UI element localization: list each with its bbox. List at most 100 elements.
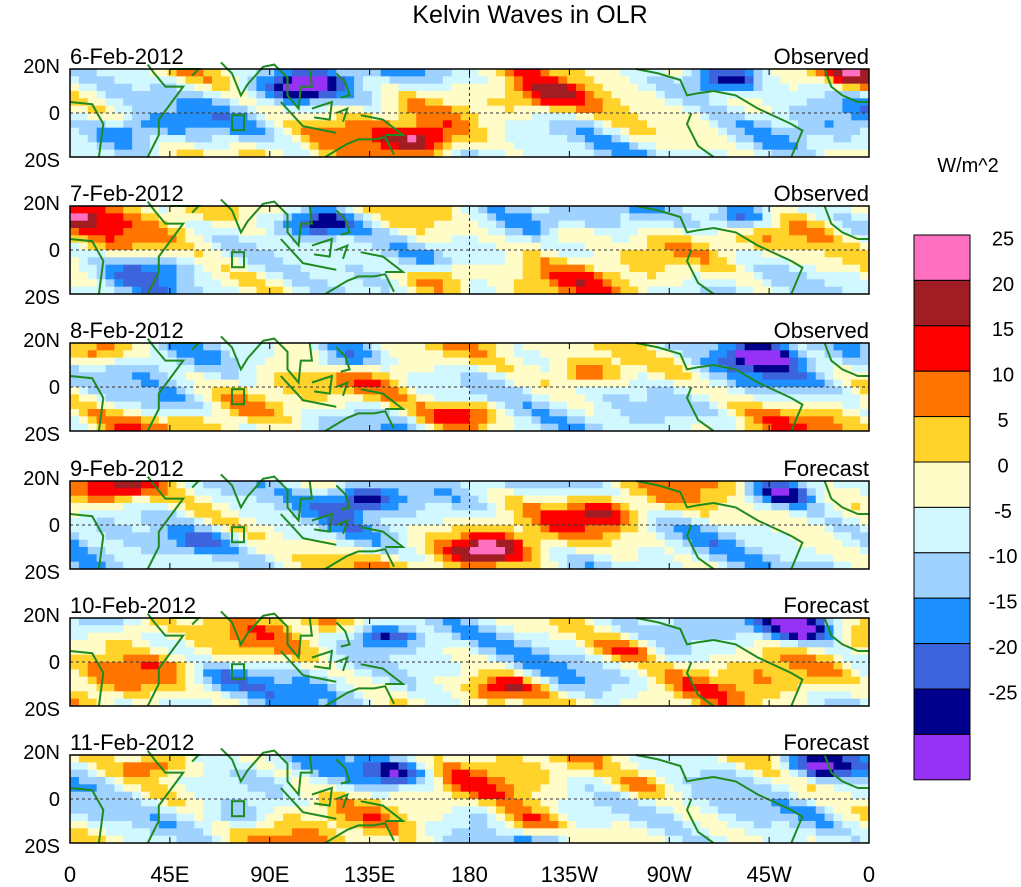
field-cell <box>576 286 586 295</box>
field-cell <box>478 481 488 489</box>
coastline <box>685 386 715 432</box>
field-cell <box>584 69 595 77</box>
field-cell <box>105 149 115 158</box>
field-cell <box>682 206 692 214</box>
field-cell <box>496 113 506 121</box>
field-cell <box>655 286 666 295</box>
field-cell <box>549 372 559 381</box>
field-cell <box>655 488 666 497</box>
field-cell <box>105 632 115 641</box>
field-cell <box>362 394 373 403</box>
field-cell <box>442 525 453 533</box>
field-cell <box>141 561 151 570</box>
field-cell <box>327 632 337 641</box>
field-cell <box>398 365 408 373</box>
field-cell <box>336 228 346 236</box>
field-cell <box>629 365 639 373</box>
field-cell <box>123 120 133 129</box>
field-cell <box>531 394 541 403</box>
field-cell <box>815 206 826 214</box>
field-cell <box>762 286 772 295</box>
field-cell <box>132 286 142 295</box>
field-cell <box>345 654 355 663</box>
field-cell <box>132 647 142 656</box>
field-cell <box>167 488 177 497</box>
coastline <box>713 227 804 295</box>
field-cell <box>558 350 568 359</box>
field-cell <box>469 69 479 77</box>
field-cell <box>584 220 595 229</box>
field-cell <box>647 98 657 107</box>
field-cell <box>842 149 852 158</box>
field-cell <box>185 488 195 497</box>
field-cell <box>771 625 781 634</box>
field-cell <box>593 113 604 121</box>
field-cell <box>220 350 231 359</box>
field-cell <box>709 105 719 114</box>
field-cell <box>362 343 373 351</box>
field-cell <box>620 142 630 151</box>
field-cell <box>265 517 275 526</box>
field-cell <box>513 372 524 381</box>
field-cell <box>309 127 319 136</box>
field-cell <box>114 228 124 236</box>
field-cell <box>256 561 266 570</box>
field-cell <box>407 379 417 388</box>
field-cell <box>549 91 559 99</box>
field-cell <box>362 91 373 99</box>
field-cell <box>469 387 479 395</box>
field-cell <box>87 632 98 641</box>
field-cell <box>78 120 89 129</box>
field-cell <box>522 206 533 214</box>
field-cell <box>815 647 826 656</box>
field-cell <box>815 423 826 432</box>
field-cell <box>309 532 319 541</box>
field-cell <box>247 120 257 129</box>
field-cell <box>780 350 790 359</box>
field-cell <box>114 495 124 504</box>
field-cell <box>576 120 586 129</box>
field-cell <box>389 394 399 403</box>
field-cell <box>620 76 630 85</box>
field-cell <box>327 272 337 280</box>
field-cell <box>300 98 311 107</box>
field-cell <box>105 350 115 359</box>
field-cell <box>309 632 319 641</box>
field-cell <box>185 135 195 143</box>
field-cell <box>398 264 408 273</box>
field-cell <box>158 539 169 548</box>
field-cell <box>860 547 870 555</box>
field-cell <box>487 532 497 541</box>
field-cell <box>487 495 497 504</box>
field-cell <box>158 401 169 410</box>
field-cell <box>691 394 701 403</box>
field-cell <box>673 510 683 519</box>
field-cell <box>673 647 683 656</box>
field-cell <box>433 142 444 151</box>
field-cell <box>718 257 728 266</box>
field-cell <box>638 228 648 236</box>
field-cell <box>460 279 470 288</box>
field-cell <box>362 83 373 92</box>
field-cell <box>789 343 799 351</box>
field-cell <box>132 488 142 497</box>
field-cell <box>265 105 275 114</box>
field-cell <box>709 286 719 295</box>
field-cell <box>842 76 852 85</box>
field-cell <box>371 554 382 563</box>
field-cell <box>212 120 222 129</box>
field-cell <box>655 120 666 129</box>
field-cell <box>682 76 692 85</box>
field-cell <box>620 632 630 641</box>
field-cell <box>407 640 417 648</box>
field-cell <box>691 561 701 570</box>
field-cell <box>744 357 754 366</box>
field-cell <box>611 632 621 641</box>
field-cell <box>549 561 559 570</box>
field-cell <box>833 279 843 288</box>
field-cell <box>309 213 319 222</box>
field-cell <box>203 387 213 395</box>
field-cell <box>345 257 355 266</box>
field-cell <box>584 365 595 373</box>
